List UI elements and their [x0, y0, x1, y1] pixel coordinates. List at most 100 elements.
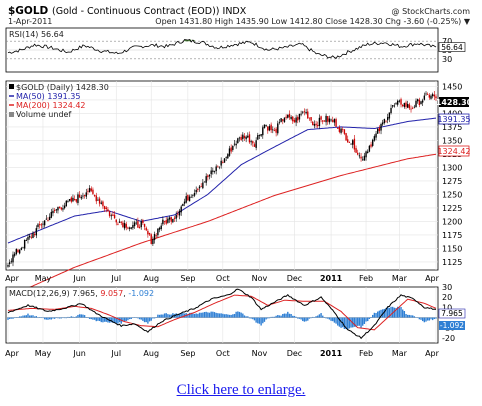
candle-body — [193, 193, 196, 196]
candle-body — [22, 247, 24, 249]
price-x-tick-label: Apr — [5, 274, 20, 283]
candle-body — [395, 103, 397, 105]
macd-hist-bar — [208, 312, 211, 318]
candle-body — [55, 209, 57, 211]
macd-hist-bar — [225, 314, 227, 318]
candle-body — [305, 111, 307, 114]
candle-body — [113, 214, 116, 219]
macd-hist-bar — [270, 316, 272, 318]
price-x-tick-label: Nov — [252, 274, 268, 283]
price-x-tick-label: Aug — [143, 274, 159, 283]
candle-body — [310, 117, 312, 121]
candle-body — [278, 121, 281, 123]
macd-hist-bar — [65, 317, 67, 319]
macd-tag: 7.965 — [441, 309, 463, 318]
candle-body — [177, 213, 179, 215]
legend-volume: Volume undef — [16, 110, 71, 119]
candle-body — [95, 195, 97, 202]
macd-hist-bar — [426, 317, 429, 321]
macd-hist-bar — [295, 316, 297, 318]
candle-body — [280, 118, 282, 122]
macd-hist-bar — [222, 313, 224, 318]
candle-body — [277, 123, 279, 134]
candle-body — [170, 217, 172, 222]
stock-chart: $GOLD (Gold - Continuous Contract (EOD))… — [5, 5, 473, 358]
macd-x-tick-label: Jun — [72, 349, 86, 358]
candle-body — [385, 120, 387, 122]
candle-body — [42, 223, 44, 225]
legend-ma200: MA(200) 1324.42 — [16, 101, 86, 110]
macd-hist-bar — [248, 317, 251, 319]
macd-x-tick-label: Apr — [5, 349, 20, 358]
macd-hist-bar — [210, 311, 212, 318]
macd-hist-bar — [421, 317, 424, 322]
candle-body — [416, 99, 419, 102]
candle-body — [297, 117, 299, 121]
macd-hist-bar — [145, 317, 147, 323]
candle-body — [67, 201, 69, 202]
candle-body — [363, 155, 366, 161]
candle-body — [290, 116, 292, 119]
macd-hist-bar — [272, 316, 274, 318]
macd-hist-bar — [345, 317, 347, 330]
macd-hist-bar — [47, 317, 49, 320]
candle-body — [198, 186, 201, 189]
candle-body — [383, 119, 386, 123]
price-x-tick-label: May — [35, 274, 52, 283]
macd-x-tick-label: Feb — [359, 349, 373, 358]
chart-symbol: $GOLD — [8, 5, 49, 17]
macd-hist-bar — [408, 314, 411, 318]
candle-body — [100, 202, 102, 204]
candle-body — [65, 200, 67, 207]
candle-body — [426, 93, 429, 95]
candle-body — [388, 112, 391, 119]
macd-hist-bar — [192, 313, 194, 318]
candle-body — [30, 236, 33, 238]
watermark: @ StockCharts.com — [392, 7, 471, 16]
candle-body — [406, 103, 409, 108]
macd-hist-bar — [377, 311, 379, 318]
price-tick-label: 1250 — [442, 190, 462, 199]
macd-hist-bar — [105, 317, 107, 322]
candle-body — [303, 111, 306, 113]
candles — [7, 90, 437, 268]
price-tick-label: 1175 — [442, 231, 462, 240]
macd-hist-bar — [75, 316, 77, 318]
candle-body — [227, 154, 229, 159]
candle-body — [348, 142, 351, 143]
candle-body — [28, 235, 31, 238]
candle-body — [217, 166, 219, 168]
candle-body — [178, 210, 181, 216]
candle-body — [360, 156, 362, 159]
candle-body — [222, 162, 224, 163]
candle-body — [248, 134, 251, 143]
candle-body — [60, 207, 62, 210]
candle-body — [88, 188, 91, 193]
macd-hist-bar — [282, 313, 284, 318]
macd-hist-bar — [182, 312, 184, 318]
candle-body — [250, 141, 252, 143]
macd-hist-bar — [153, 317, 156, 319]
macd-line — [7, 288, 437, 340]
macd-x-tick-label: Jul — [110, 349, 121, 358]
candle-body — [257, 135, 259, 140]
candle-body — [411, 107, 414, 109]
macd-hist-bar — [305, 317, 307, 322]
candle-body — [97, 199, 99, 201]
candle-body — [287, 114, 289, 118]
ma200-tag: 1324.42 — [437, 147, 470, 156]
macd-hist-bar — [237, 311, 239, 318]
macd-hist-bar — [365, 317, 367, 322]
candle-body — [283, 117, 286, 123]
candle-body — [32, 232, 34, 238]
enlarge-link[interactable]: Click here to enlarge. — [176, 382, 306, 398]
macd-hist-bar — [17, 317, 19, 318]
macd-hist-bar — [388, 307, 391, 318]
price-tick-label: 1375 — [442, 123, 462, 132]
macd-hist-bar — [187, 314, 189, 318]
ma50-line — [7, 117, 437, 244]
macd-hist-bar — [88, 317, 91, 319]
candle-body — [160, 225, 162, 230]
macd-hist-bar — [318, 314, 321, 318]
macd-hist-bar — [53, 317, 56, 319]
